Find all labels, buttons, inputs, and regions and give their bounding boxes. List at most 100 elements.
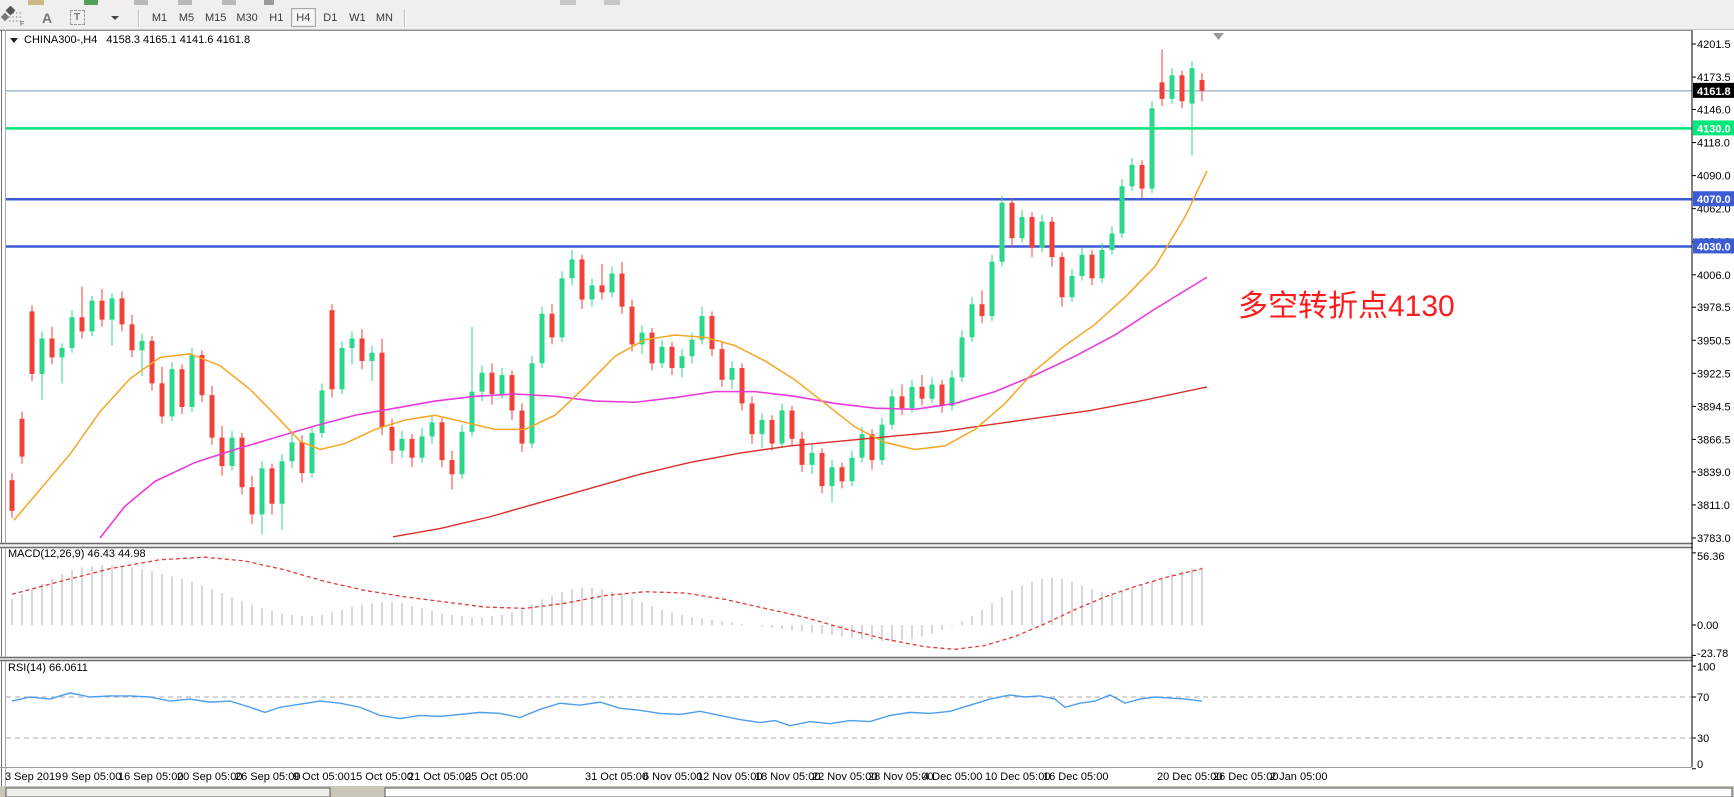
svg-text:3894.5: 3894.5 <box>1697 401 1731 413</box>
arrows-tool-button[interactable] <box>0 6 132 28</box>
svg-text:3950.5: 3950.5 <box>1697 335 1731 347</box>
rsi-indicator-label: RSI(14) 66.0611 <box>8 662 88 674</box>
svg-text:4090.0: 4090.0 <box>1697 171 1731 183</box>
chart-tab-strip[interactable] <box>0 786 1734 797</box>
macd-indicator-label: MACD(12,26,9) 46.43 44.98 <box>8 548 146 560</box>
arrows-icon <box>0 6 16 22</box>
clipped-icon <box>264 0 274 5</box>
svg-text:10 Dec 05:00: 10 Dec 05:00 <box>985 771 1050 783</box>
chart-shift-marker-icon[interactable] <box>1213 33 1224 40</box>
svg-text:0: 0 <box>1697 759 1703 771</box>
svg-text:4161.8: 4161.8 <box>1697 86 1731 98</box>
svg-text:4201.5: 4201.5 <box>1697 39 1731 51</box>
svg-text:3978.5: 3978.5 <box>1697 302 1731 314</box>
svg-text:16 Dec 05:00: 16 Dec 05:00 <box>1043 771 1108 783</box>
svg-text:31 Oct 05:00: 31 Oct 05:00 <box>585 771 648 783</box>
annotation-text: 多空转折点4130 <box>1238 290 1455 323</box>
svg-text:6 Nov 05:00: 6 Nov 05:00 <box>643 771 702 783</box>
svg-text:4146.0: 4146.0 <box>1697 105 1731 117</box>
svg-text:20 Dec 05:00: 20 Dec 05:00 <box>1157 771 1222 783</box>
text-label-icon: T <box>69 10 85 25</box>
timeframe-button-M30[interactable]: M30 <box>236 11 258 24</box>
clipped-icon <box>28 0 44 5</box>
rsi-line <box>11 692 1203 727</box>
text-tool-button[interactable]: A <box>34 8 60 28</box>
svg-text:4173.5: 4173.5 <box>1697 72 1731 84</box>
svg-text:28 Nov 05:00: 28 Nov 05:00 <box>868 771 933 783</box>
clipped-icon <box>560 0 576 5</box>
price-badge <box>1693 82 1734 98</box>
svg-text:16 Sep 05:00: 16 Sep 05:00 <box>118 771 183 783</box>
svg-text:4030.0: 4030.0 <box>1697 241 1731 253</box>
timeframe-button-H1[interactable]: H1 <box>269 11 284 24</box>
svg-text:3783.0: 3783.0 <box>1697 533 1731 545</box>
price-badge <box>1693 120 1734 136</box>
timeframe-toolbar: M1 M5 M15 M30 H1 H4 D1 W1 MN <box>146 8 398 27</box>
svg-text:4070.0: 4070.0 <box>1697 194 1731 206</box>
clipped-icon <box>134 0 148 5</box>
svg-text:9 Sep 05:00: 9 Sep 05:00 <box>62 771 121 783</box>
timeframe-button-W1[interactable]: W1 <box>349 11 366 24</box>
timeframe-button-M5[interactable]: M5 <box>178 11 195 24</box>
svg-text:4130.0: 4130.0 <box>1697 123 1731 135</box>
svg-text:4 Dec 05:00: 4 Dec 05:00 <box>923 771 982 783</box>
price-badge <box>1693 238 1734 254</box>
dropdown-caret-icon <box>110 15 119 20</box>
toolbar-separator <box>403 8 406 27</box>
timeframe-button-M15[interactable]: M15 <box>205 11 227 24</box>
svg-text:4062.0: 4062.0 <box>1697 204 1731 216</box>
svg-text:26 Dec 05:00: 26 Dec 05:00 <box>1213 771 1278 783</box>
toolbar: F A T M1 M5 M15 M30 H1 H4 D1 W1 MN <box>0 6 1734 30</box>
svg-text:F: F <box>20 21 24 26</box>
price-badge <box>1693 191 1734 207</box>
macd-pane <box>11 556 1203 650</box>
svg-text:9 Oct 05:00: 9 Oct 05:00 <box>293 771 350 783</box>
clipped-icon <box>222 0 236 5</box>
svg-text:3922.5: 3922.5 <box>1697 368 1731 380</box>
text-icon: A <box>41 9 53 26</box>
svg-text:3866.5: 3866.5 <box>1697 434 1731 446</box>
timeframe-button-H4[interactable]: H4 <box>290 8 316 27</box>
svg-text:2 Jan 05:00: 2 Jan 05:00 <box>1270 771 1328 783</box>
svg-text:15 Oct 05:00: 15 Oct 05:00 <box>350 771 413 783</box>
svg-text:25 Oct 05:00: 25 Oct 05:00 <box>465 771 528 783</box>
svg-text:26 Sep 05:00: 26 Sep 05:00 <box>235 771 300 783</box>
ohlc-values: 4158.3 4165.1 4141.6 4161.8 <box>106 34 251 46</box>
svg-text:100: 100 <box>1697 661 1715 673</box>
price-axis[interactable]: 4201.54173.54146.04118.04090.04062.04034… <box>1691 30 1734 771</box>
fibonacci-tool-button[interactable]: F <box>4 8 30 28</box>
clipped-toolbar-row <box>0 0 1734 6</box>
horizontal-level-lines[interactable] <box>6 90 1692 248</box>
svg-text:18 Nov 05:00: 18 Nov 05:00 <box>755 771 820 783</box>
candlesticks <box>9 49 1205 535</box>
svg-text:56.36: 56.36 <box>1697 551 1725 563</box>
chart-header: CHINA300-,H4 4158.3 4165.1 4141.6 4161.8 <box>10 34 250 46</box>
text-label-tool-button[interactable]: T <box>64 8 90 28</box>
svg-text:4006.0: 4006.0 <box>1697 270 1731 282</box>
timeframe-button-MN[interactable]: MN <box>375 11 393 24</box>
svg-text:0.00: 0.00 <box>1697 620 1718 632</box>
moving-averages <box>13 170 1208 539</box>
timeframe-button-M1[interactable]: M1 <box>151 11 168 24</box>
timeframe-button-D1[interactable]: D1 <box>323 11 338 24</box>
collapse-triangle-icon[interactable] <box>10 37 18 43</box>
svg-text:-23.78: -23.78 <box>1697 648 1728 660</box>
clipped-icon <box>604 0 620 5</box>
svg-text:20 Sep 05:00: 20 Sep 05:00 <box>177 771 242 783</box>
clipped-icon <box>178 0 192 5</box>
rsi-pane <box>6 692 1692 739</box>
fibonacci-icon: F <box>9 12 24 26</box>
svg-text:3811.0: 3811.0 <box>1697 500 1730 512</box>
svg-text:30: 30 <box>1697 733 1709 745</box>
svg-text:22 Nov 05:00: 22 Nov 05:00 <box>812 771 877 783</box>
svg-text:3 Sep 2019: 3 Sep 2019 <box>5 771 61 783</box>
svg-text:12 Nov 05:00: 12 Nov 05:00 <box>697 771 762 783</box>
svg-text:70: 70 <box>1697 692 1709 704</box>
clipped-icon <box>84 0 98 5</box>
svg-text:4118.0: 4118.0 <box>1697 138 1730 150</box>
svg-text:3839.0: 3839.0 <box>1697 467 1731 479</box>
svg-text:21 Oct 05:00: 21 Oct 05:00 <box>408 771 471 783</box>
symbol-period-label: CHINA300-,H4 <box>24 34 98 46</box>
